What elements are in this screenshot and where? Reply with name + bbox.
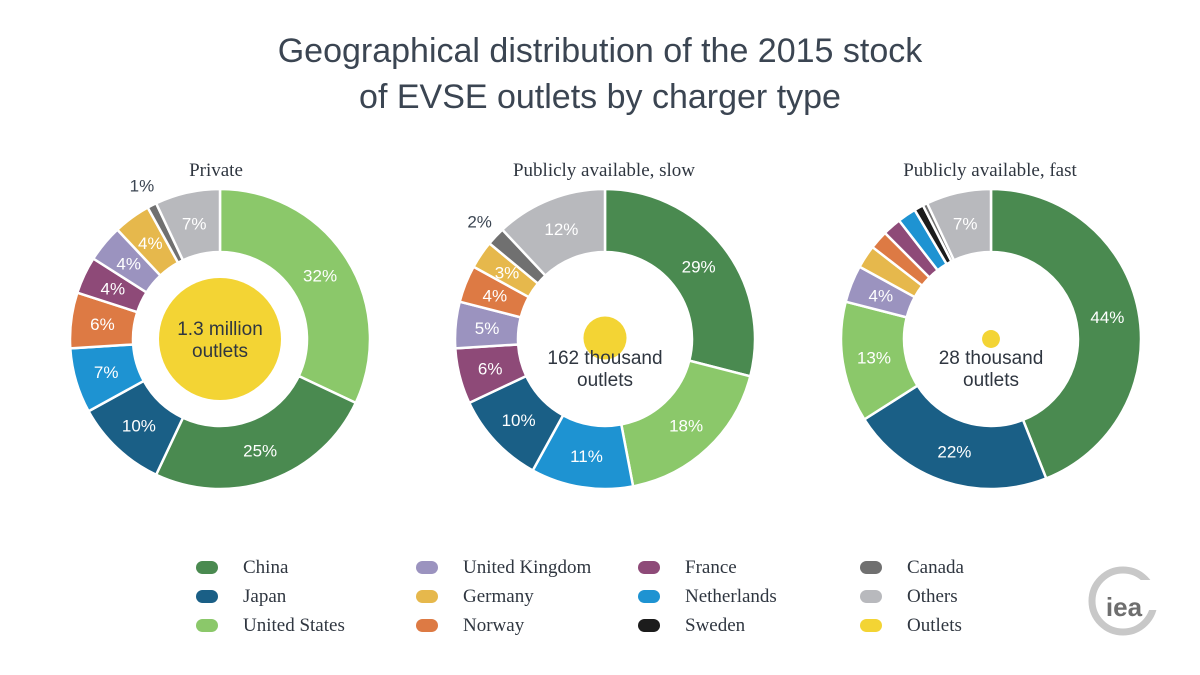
slice-label-canada: 1% — [130, 177, 155, 196]
legend-swatch-united-states — [196, 619, 218, 632]
slice-label-netherlands: 11% — [570, 447, 603, 466]
slice-china — [989, 187, 1143, 481]
slice-label-germany: 4% — [138, 234, 163, 253]
iea-logo-text: iea — [1106, 592, 1143, 622]
center-label-line-2: outlets — [192, 341, 248, 362]
legend-swatch-china — [196, 561, 218, 574]
slice-label-others: 7% — [182, 214, 207, 233]
slice-label-united-kingdom: 4% — [869, 286, 894, 305]
donut-title-public-fast: Publicly available, fast — [903, 160, 1077, 181]
legend-swatch-japan — [196, 590, 218, 603]
legend-swatch-germany — [416, 590, 438, 603]
slice-label-france: 6% — [478, 359, 503, 378]
outlets-bubble — [583, 316, 627, 360]
slice-label-united-kingdom: 4% — [116, 254, 141, 273]
slice-label-norway: 6% — [90, 315, 115, 334]
slice-label-france: 4% — [100, 280, 125, 299]
legend-swatch-france — [638, 561, 660, 574]
slice-label-united-states: 32% — [303, 267, 337, 286]
slice-label-united-states: 18% — [669, 416, 703, 435]
slice-label-germany: 3% — [495, 263, 520, 282]
chart-title-line-1: Geographical distribution of the 2015 st… — [277, 32, 923, 70]
slice-label-japan: 22% — [937, 443, 971, 462]
donut-0: 32%25%10%7%6%4%4%4%1%7%1.3 millionoutlet… — [68, 177, 372, 491]
slice-united-states — [218, 187, 372, 405]
legend-swatch-outlets — [860, 619, 882, 632]
legend-label-canada: Canada — [907, 557, 964, 578]
donut-title-public-slow: Publicly available, slow — [512, 160, 696, 181]
slice-china — [603, 187, 757, 378]
legend-label-others: Others — [907, 586, 958, 607]
legend-label-norway: Norway — [463, 615, 525, 636]
center-label-line-1: 28 thousand — [939, 348, 1044, 369]
outlets-bubble — [159, 278, 281, 400]
center-label-line-1: 162 thousand — [547, 348, 662, 369]
legend-swatch-sweden — [638, 619, 660, 632]
legend-swatch-netherlands — [638, 590, 660, 603]
slice-china — [154, 374, 358, 491]
legend-label-united-kingdom: United Kingdom — [463, 557, 592, 578]
slice-japan — [862, 383, 1048, 491]
slice-label-china: 44% — [1090, 308, 1124, 327]
slice-label-china: 25% — [243, 441, 277, 460]
slice-others — [925, 187, 993, 262]
slice-label-united-states: 13% — [857, 349, 891, 368]
slice-others — [500, 187, 607, 278]
legend-swatch-others — [860, 590, 882, 603]
legend-label-united-states: United States — [243, 615, 345, 636]
slice-others — [154, 187, 222, 262]
legend-swatch-united-kingdom — [416, 561, 438, 574]
iea-logo: iea — [1088, 566, 1158, 636]
slice-label-china: 29% — [682, 257, 716, 276]
donut-title-private: Private — [189, 160, 243, 181]
legend-swatch-canada — [860, 561, 882, 574]
chart-title: Geographical distribution of the 2015 st… — [0, 28, 1200, 120]
slice-label-japan: 10% — [502, 411, 536, 430]
legend-label-netherlands: Netherlands — [685, 586, 777, 607]
slice-label-netherlands: 7% — [94, 363, 119, 382]
slice-label-norway: 4% — [483, 286, 508, 305]
outlets-bubble — [982, 330, 1000, 348]
legend-label-outlets: Outlets — [907, 615, 962, 636]
legend-label-germany: Germany — [463, 586, 534, 607]
slice-label-united-kingdom: 5% — [475, 319, 500, 338]
donut-1: 29% 18% 11% 10% 6% 5% 4% 3% 2% 12% 162 thousandout… — [453, 187, 757, 491]
slice-label-others: 12% — [544, 220, 578, 239]
center-label-line-2: outlets — [963, 370, 1019, 391]
chart-title-line-2: of EVSE outlets by charger type — [359, 78, 841, 116]
legend-label-japan: Japan — [243, 586, 287, 607]
slice-label-others: 7% — [953, 214, 978, 233]
center-label-line-1: 1.3 million — [177, 319, 263, 340]
iea-logo-ring-gap — [1118, 580, 1158, 610]
legend-label-sweden: Sweden — [685, 615, 746, 636]
slice-label-japan: 10% — [122, 416, 156, 435]
center-label-line-2: outlets — [577, 370, 633, 391]
legend-label-france: France — [685, 557, 737, 578]
legend-swatch-norway — [416, 619, 438, 632]
slice-label-canada: 2% — [467, 212, 492, 231]
legend-label-china: China — [243, 557, 289, 578]
